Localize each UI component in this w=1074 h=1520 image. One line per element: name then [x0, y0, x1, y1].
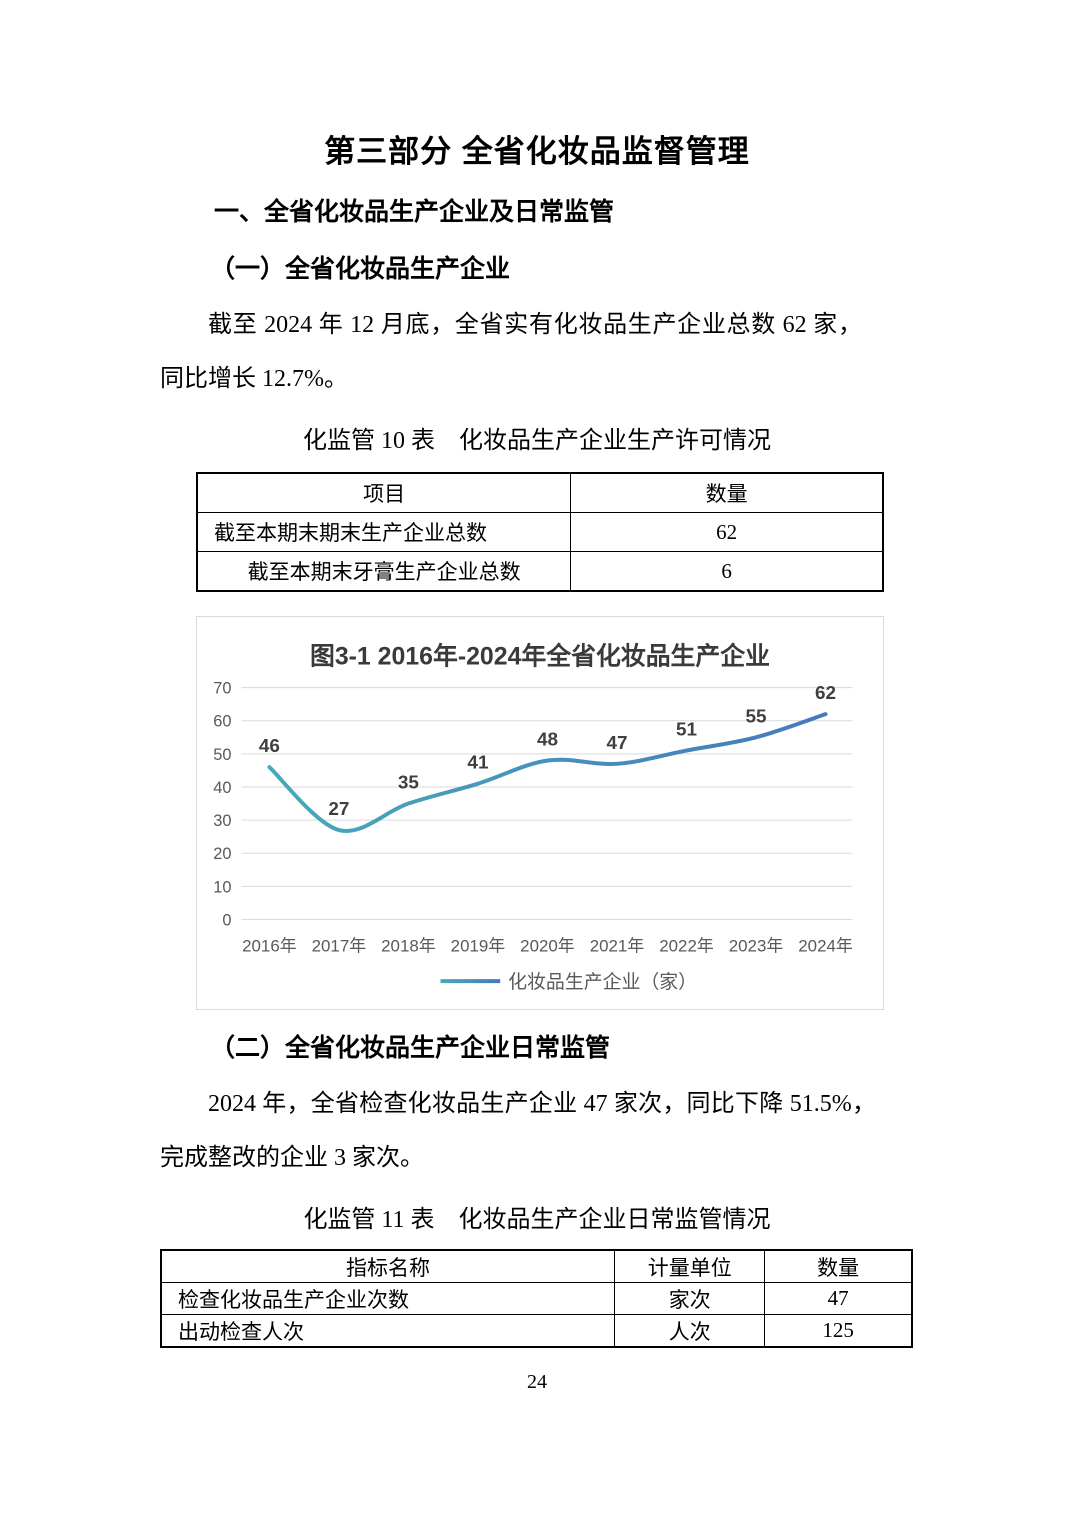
- paragraph-daily-supervision: 2024 年，全省检查化妆品生产企业 47 家次，同比下降 51.5%，完成整改…: [160, 1091, 876, 1171]
- chart-title: 图3-1 2016年-2024年全省化妆品生产企业: [310, 642, 770, 671]
- x-axis-tick-labels: 2016年 2017年 2018年 2019年 2020年 2021年 2022年 2023年…: [242, 936, 853, 955]
- production-enterprises-line-chart: 0 10 20 30 40 50 60 70 图3-1 2016年-2024年全省化妆品生产企业…: [213, 642, 853, 993]
- column-header: 数量: [764, 1249, 913, 1283]
- column-header: 数量: [570, 472, 884, 513]
- table-row: 截至本期末期末生产企业总数 62: [196, 512, 884, 552]
- table-cell: 截至本期末牙膏生产企业总数: [196, 551, 572, 592]
- svg-text:2024年: 2024年: [798, 936, 853, 955]
- header-row: 指标名称 计量单位 数量: [160, 1249, 913, 1283]
- svg-text:2016年: 2016年: [242, 936, 297, 955]
- table-cell: 检查化妆品生产企业次数: [160, 1282, 616, 1315]
- header-row: 项目 数量: [196, 472, 884, 513]
- svg-text:2019年: 2019年: [451, 936, 506, 955]
- svg-text:30: 30: [213, 812, 231, 830]
- svg-text:60: 60: [213, 713, 231, 731]
- chart-legend: 化妆品生产企业（家）: [440, 971, 697, 993]
- table-header: 指标名称 计量单位 数量: [160, 1249, 913, 1283]
- data-labels: 46 27 35 41 48 47 51 55 62: [259, 683, 836, 820]
- svg-text:10: 10: [213, 878, 231, 896]
- table-row: 出动检查人次 人次 125: [160, 1314, 913, 1348]
- column-header: 计量单位: [614, 1249, 766, 1283]
- svg-text:35: 35: [398, 773, 419, 794]
- table-row: 检查化妆品生产企业次数 家次 47: [160, 1282, 913, 1315]
- table-production-license: 项目 数量 截至本期末期末生产企业总数 62 截至本期末牙膏生产企业总数 6: [196, 472, 884, 592]
- svg-text:40: 40: [213, 779, 231, 797]
- svg-text:47: 47: [606, 733, 627, 754]
- table-cell: 47: [764, 1282, 913, 1315]
- column-header: 项目: [196, 472, 572, 513]
- line-chart-figure: 0 10 20 30 40 50 60 70 图3-1 2016年-2024年全省化妆品生产企业…: [196, 616, 884, 1010]
- svg-text:55: 55: [746, 706, 767, 727]
- table-row: 截至本期末牙膏生产企业总数 6: [196, 551, 884, 592]
- column-header: 指标名称: [160, 1249, 616, 1283]
- svg-text:0: 0: [222, 911, 231, 929]
- page-title: 第三部分 全省化妆品监督管理: [324, 134, 750, 169]
- chart-gridlines: [241, 687, 853, 920]
- svg-text:2017年: 2017年: [312, 936, 367, 955]
- svg-text:20: 20: [213, 845, 231, 863]
- table-body: 检查化妆品生产企业次数 家次 47 出动检查人次 人次 125: [160, 1282, 913, 1348]
- svg-text:2021年: 2021年: [590, 936, 645, 955]
- svg-text:46: 46: [259, 736, 280, 757]
- section-heading: 一、全省化妆品生产企业及日常监管: [214, 198, 615, 226]
- table-cell: 6: [570, 551, 884, 592]
- table-header: 项目 数量: [196, 472, 884, 513]
- table11-caption: 化监管 11 表 化妆品生产企业日常监管情况: [303, 1207, 771, 1233]
- table-cell: 人次: [614, 1314, 766, 1348]
- table-daily-supervision: 指标名称 计量单位 数量 检查化妆品生产企业次数 家次 47 出动检查人次 人次 125: [160, 1249, 913, 1348]
- table-cell: 家次: [614, 1282, 766, 1315]
- table-body: 截至本期末期末生产企业总数 62 截至本期末牙膏生产企业总数 6: [196, 512, 884, 592]
- svg-text:50: 50: [213, 746, 231, 764]
- series-line: [267, 712, 828, 833]
- svg-text:27: 27: [328, 799, 349, 820]
- table-cell: 截至本期末期末生产企业总数: [196, 512, 572, 552]
- svg-text:2022年: 2022年: [659, 936, 714, 955]
- table-cell: 125: [764, 1314, 913, 1348]
- svg-text:2020年: 2020年: [520, 936, 575, 955]
- svg-text:2018年: 2018年: [381, 936, 436, 955]
- y-axis-tick-labels: 0 10 20 30 40 50 60 70: [213, 680, 231, 930]
- paragraph-production-total: 截至 2024 年 12 月底，全省实有化妆品生产企业总数 62 家，同比增长 …: [160, 312, 862, 392]
- svg-text:70: 70: [213, 680, 231, 698]
- table-cell: 出动检查人次: [160, 1314, 616, 1348]
- svg-text:41: 41: [467, 753, 488, 774]
- table10-caption: 化监管 10 表 化妆品生产企业生产许可情况: [303, 428, 771, 454]
- legend-label: 化妆品生产企业（家）: [508, 971, 697, 993]
- svg-text:2023年: 2023年: [729, 936, 784, 955]
- subsection-heading-2: （二）全省化妆品生产企业日常监管: [210, 1034, 611, 1062]
- svg-text:48: 48: [537, 730, 558, 751]
- page-number: 24: [527, 1371, 547, 1393]
- table-cell: 62: [570, 512, 884, 552]
- svg-text:51: 51: [676, 720, 697, 741]
- svg-text:62: 62: [815, 683, 836, 704]
- subsection-heading-1: （一）全省化妆品生产企业: [210, 255, 511, 283]
